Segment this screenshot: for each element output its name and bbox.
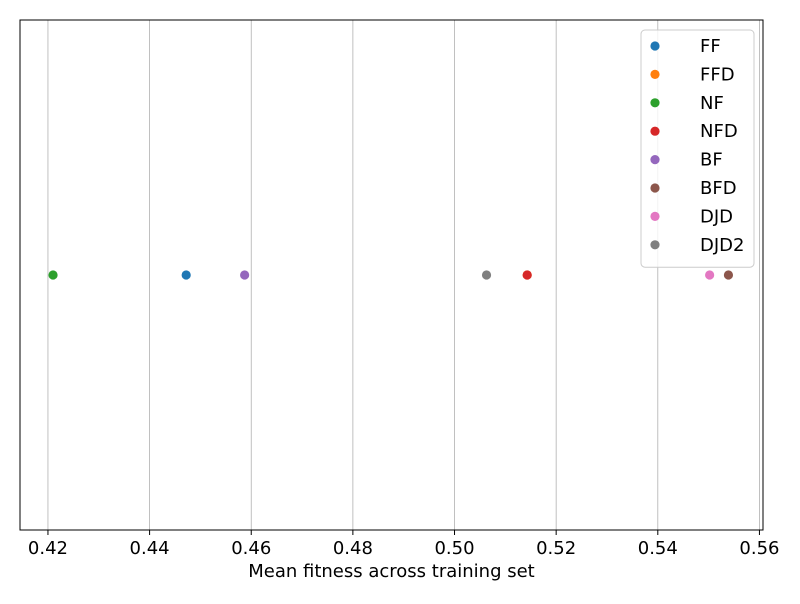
legend-label-bf: BF	[700, 150, 723, 171]
x-tick-label: 0.48	[333, 538, 373, 559]
legend-label-djd2: DJD2	[700, 235, 744, 256]
legend-marker-nfd	[650, 126, 660, 136]
data-point-bfd	[723, 270, 734, 280]
x-axis-label: Mean fitness across training set	[248, 561, 535, 582]
legend-label-djd: DJD	[700, 206, 733, 227]
x-tick-label: 0.56	[739, 538, 779, 559]
x-tick-label: 0.44	[130, 538, 170, 559]
legend-label-nfd: NFD	[700, 121, 738, 142]
legend-marker-bf	[650, 155, 660, 165]
legend: FF FFD NF NFD BF BFD DJD DJD2	[640, 29, 755, 268]
legend-marker-bfd	[650, 183, 660, 193]
x-tick-label: 0.46	[231, 538, 271, 559]
data-point-djd	[705, 270, 715, 280]
x-tick-label: 0.52	[536, 538, 576, 559]
data-points	[48, 270, 734, 280]
legend-label-bfd: BFD	[700, 178, 737, 199]
plot-frame	[19, 19, 764, 531]
legend-marker-djd2	[650, 240, 660, 250]
data-point-djd2	[481, 270, 492, 280]
x-tick-label: 0.54	[638, 538, 678, 559]
legend-label-ff: FF	[700, 36, 721, 57]
legend-box	[640, 29, 755, 268]
legend-label-nf: NF	[700, 93, 724, 114]
legend-marker-ff	[650, 41, 660, 51]
data-point-ff	[181, 270, 191, 280]
data-point-bf	[240, 270, 250, 280]
legend-marker-nf	[650, 98, 660, 108]
legend-marker-djd	[650, 211, 660, 221]
legend-label-ffd: FFD	[700, 64, 735, 85]
data-point-nfd	[522, 270, 532, 280]
data-point-nf	[48, 270, 58, 280]
x-tick-label: 0.50	[434, 538, 474, 559]
x-axis-ticks: 0.42 0.44 0.46 0.48 0.50 0.52 0.54 0.56	[28, 530, 779, 559]
legend-marker-ffd	[650, 69, 660, 79]
x-tick-label: 0.42	[28, 538, 68, 559]
